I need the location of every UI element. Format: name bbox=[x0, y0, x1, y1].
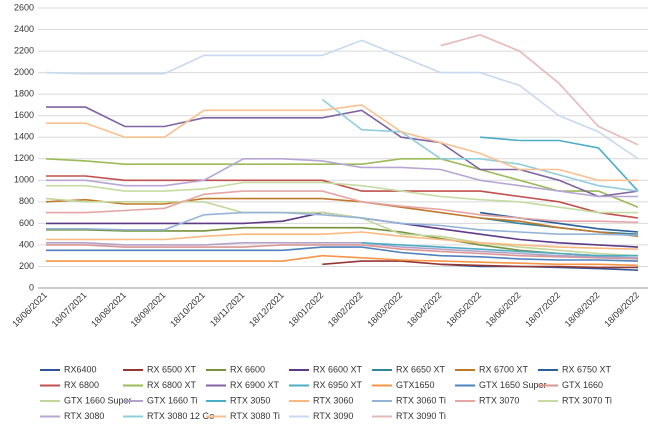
series-line bbox=[46, 231, 639, 250]
legend-label: RTX 3070 Ti bbox=[562, 395, 612, 405]
x-tick-label: 18/08/2022 bbox=[563, 290, 602, 329]
y-tick-label: 1600 bbox=[14, 110, 34, 120]
x-tick-label: 18/10/2021 bbox=[168, 290, 207, 329]
legend-label: RX 6800 bbox=[64, 380, 99, 390]
legend-label: RX 6600 bbox=[230, 364, 265, 374]
legend-label: RTX 3080 12 Go bbox=[147, 411, 214, 421]
legend-label: RTX 3090 Ti bbox=[396, 411, 446, 421]
x-tick-label: 18/03/2022 bbox=[365, 290, 404, 329]
series-line bbox=[46, 175, 639, 219]
legend-label: RX 6500 XT bbox=[147, 364, 197, 374]
series-line bbox=[480, 136, 639, 192]
legend-label: RX 6750 XT bbox=[562, 364, 612, 374]
y-tick-label: 2000 bbox=[14, 67, 34, 77]
series-line bbox=[46, 211, 639, 236]
y-tick-label: 600 bbox=[19, 218, 34, 228]
x-tick-label: 18/07/2021 bbox=[50, 290, 89, 329]
legend-label: GTX1650 bbox=[396, 380, 435, 390]
y-tick-label: 2400 bbox=[14, 24, 34, 34]
x-tick-label: 18/09/2021 bbox=[129, 290, 168, 329]
y-tick-label: 400 bbox=[19, 239, 34, 249]
x-tick-label: 18/01/2022 bbox=[286, 290, 325, 329]
y-tick-label: 1000 bbox=[14, 175, 34, 185]
y-tick-label: 800 bbox=[19, 196, 34, 206]
x-tick-label: 18/05/2022 bbox=[444, 290, 483, 329]
legend-label: RX6400 bbox=[64, 364, 97, 374]
legend-label: RX 6650 XT bbox=[396, 364, 446, 374]
legend-label: RTX 3060 bbox=[313, 395, 353, 405]
x-tick-label: 18/08/2021 bbox=[89, 290, 128, 329]
series-line bbox=[46, 242, 639, 259]
series-line bbox=[46, 254, 639, 267]
series-line bbox=[45, 39, 639, 160]
series-line bbox=[322, 260, 638, 269]
y-tick-label: 1800 bbox=[14, 89, 34, 99]
series-line bbox=[45, 197, 639, 238]
series-line bbox=[361, 242, 638, 257]
legend-label: GTX 1660 Super bbox=[64, 395, 132, 405]
legend-label: GTX 1660 bbox=[562, 380, 603, 390]
x-tick-label: 18/06/2021 bbox=[10, 290, 49, 329]
legend-label: RTX 3070 bbox=[479, 395, 519, 405]
legend-label: RX 6700 XT bbox=[479, 364, 529, 374]
series-line bbox=[46, 190, 639, 224]
legend-label: RTX 3060 Ti bbox=[396, 395, 446, 405]
x-tick-label: 18/09/2022 bbox=[602, 290, 641, 329]
series-line bbox=[46, 246, 639, 262]
x-tick-label: 18/12/2021 bbox=[247, 290, 286, 329]
y-tick-label: 0 bbox=[29, 282, 34, 292]
legend-label: GTX 1660 Ti bbox=[147, 395, 198, 405]
y-tick-label: 200 bbox=[19, 261, 34, 271]
y-tick-label: 2200 bbox=[14, 45, 34, 55]
series-line bbox=[46, 181, 638, 214]
legend-label: RTX 3090 bbox=[313, 411, 353, 421]
x-tick-label: 18/02/2022 bbox=[326, 290, 365, 329]
series-line bbox=[321, 98, 639, 192]
legend-label: RTX 3080 Ti bbox=[230, 411, 280, 421]
y-tick-label: 1400 bbox=[14, 132, 34, 142]
series-line bbox=[45, 197, 639, 257]
series-line bbox=[46, 104, 638, 182]
x-tick-label: 18/04/2022 bbox=[405, 290, 444, 329]
series-line bbox=[46, 106, 639, 198]
legend-label: RTX 3050 bbox=[230, 395, 270, 405]
legend-label: RX 6600 XT bbox=[313, 364, 363, 374]
y-tick-label: 2600 bbox=[14, 2, 34, 12]
legend-label: RTX 3080 bbox=[64, 411, 104, 421]
series-line bbox=[440, 34, 639, 146]
x-tick-label: 18/06/2022 bbox=[484, 290, 523, 329]
series-line bbox=[46, 244, 639, 260]
legend-label: RX 6950 XT bbox=[313, 380, 363, 390]
legend-label: RX 6900 XT bbox=[230, 380, 280, 390]
legend-label: RX 6800 XT bbox=[147, 380, 197, 390]
x-tick-label: 18/07/2022 bbox=[523, 290, 562, 329]
legend-label: GTX 1650 Super bbox=[479, 380, 547, 390]
x-tick-label: 18/11/2021 bbox=[208, 290, 246, 328]
y-tick-label: 1200 bbox=[14, 153, 34, 163]
series-line bbox=[46, 158, 638, 198]
